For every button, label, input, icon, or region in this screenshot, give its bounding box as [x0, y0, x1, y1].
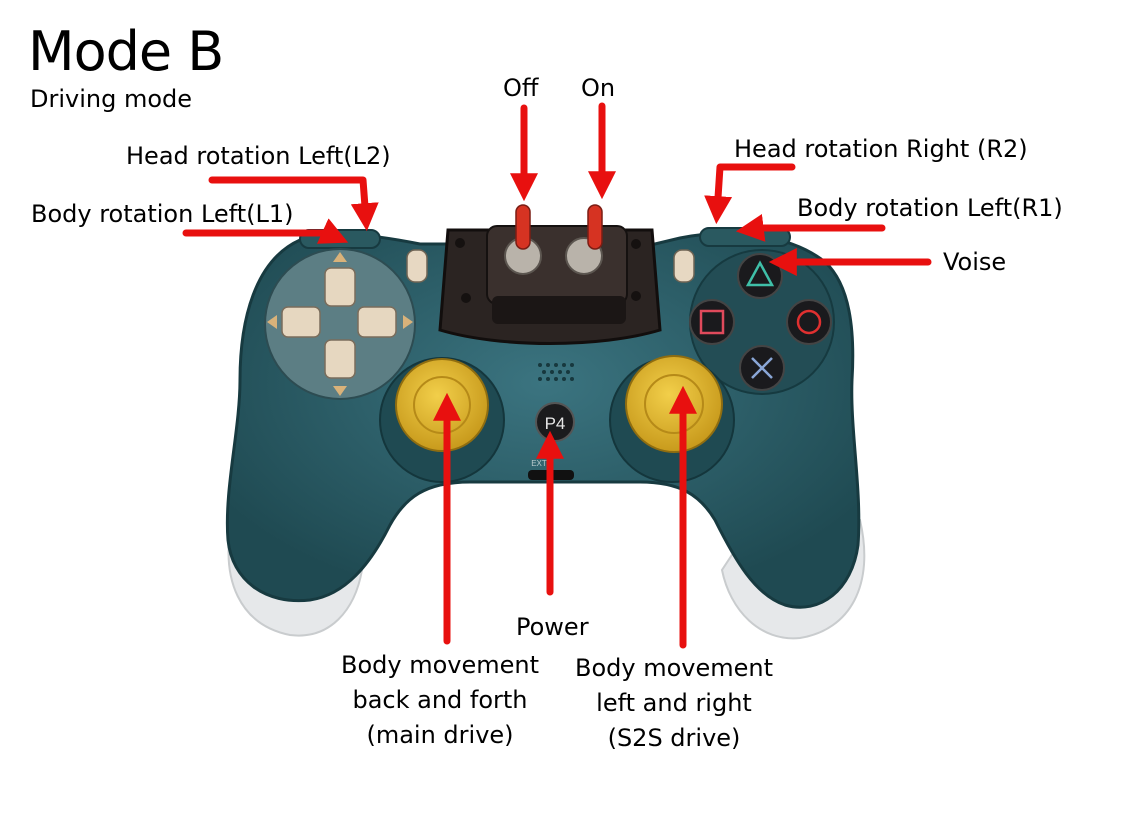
square-button — [689, 299, 735, 345]
arrow-l1 — [182, 218, 349, 244]
left-stick — [395, 358, 489, 452]
cross-icon — [751, 357, 773, 379]
dpad-right — [357, 306, 397, 338]
dpad-up — [324, 267, 356, 307]
speaker-grille-icon — [538, 363, 574, 381]
page-title: Mode B — [28, 20, 224, 83]
share-button — [406, 249, 428, 283]
label-right-stick-line1: Body movement — [574, 654, 773, 682]
plate-screw-tl — [455, 238, 465, 248]
label-left-stick-line3: (main drive) — [366, 721, 514, 749]
toggle-switch-off — [515, 204, 531, 250]
circle-icon — [796, 309, 822, 335]
switch-slot — [492, 296, 626, 324]
label-head-rotation-right: Head rotation Right (R2) — [734, 135, 1028, 163]
label-right-stick: Body movement left and right (S2S drive) — [552, 651, 796, 756]
toggle-switch-on — [587, 204, 603, 250]
options-button — [673, 249, 695, 283]
home-button-text: P4 — [545, 414, 566, 433]
dpad-down — [324, 339, 356, 379]
ext-text: EXT — [531, 459, 547, 468]
label-right-stick-line3: (S2S drive) — [607, 724, 741, 752]
left-stick-cap — [413, 376, 471, 434]
arrow-r1 — [735, 214, 886, 242]
label-voise: Voise — [943, 248, 1007, 276]
arrow-l2 — [208, 176, 379, 232]
label-left-stick: Body movement back and forth (main drive… — [318, 648, 562, 753]
dpad-arrow-down-icon — [333, 386, 347, 396]
dpad-arrow-up-icon — [333, 252, 347, 262]
plate-screw-bl — [461, 293, 471, 303]
triangle-icon — [745, 260, 775, 287]
label-on: On — [581, 74, 616, 102]
label-off: Off — [503, 74, 539, 102]
right-stick-cap — [644, 374, 704, 434]
dpad-left — [281, 306, 321, 338]
plate-screw-br — [631, 291, 641, 301]
dpad-arrow-right-icon — [403, 315, 413, 329]
label-body-rotation-left-r1: Body rotation Left(R1) — [797, 194, 1063, 222]
circle-button — [786, 299, 832, 345]
label-left-stick-line2: back and forth — [352, 686, 528, 714]
page-subtitle: Driving mode — [30, 85, 193, 113]
right-stick — [625, 355, 723, 453]
dpad-arrow-left-icon — [267, 315, 277, 329]
dpad-base — [264, 248, 416, 400]
label-right-stick-line2: left and right — [596, 689, 752, 717]
square-icon — [699, 309, 725, 335]
arrow-r2 — [704, 163, 796, 225]
plate-screw-tr — [631, 239, 641, 249]
label-head-rotation-left: Head rotation Left(L2) — [126, 142, 391, 170]
label-body-rotation-left-l1: Body rotation Left(L1) — [31, 200, 294, 228]
label-power: Power — [516, 613, 589, 641]
label-left-stick-line1: Body movement — [340, 651, 539, 679]
